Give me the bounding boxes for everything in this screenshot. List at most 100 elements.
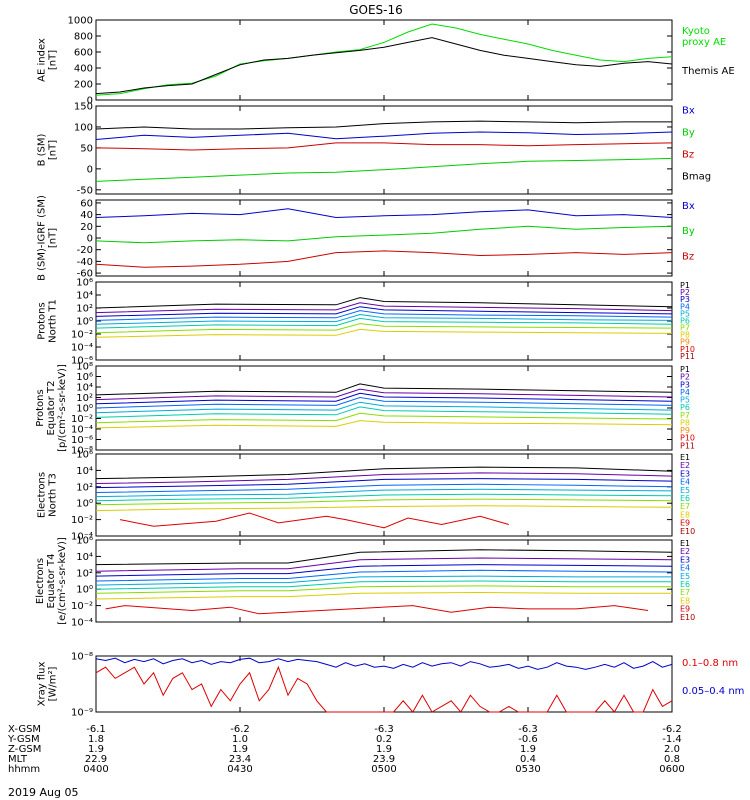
y-axis-label: North T3 xyxy=(48,473,59,517)
series-line-e4 xyxy=(95,569,673,582)
legend-entry: Bz xyxy=(682,150,694,161)
y-tick-label: 10⁻⁸ xyxy=(71,446,93,457)
y-axis-label: AE index xyxy=(37,38,48,82)
legend-entry: E9 xyxy=(680,519,690,528)
y-axis-label: [nT] xyxy=(48,228,59,248)
x-row-value: 0500 xyxy=(371,764,396,775)
y-axis-label: Equator T4 xyxy=(46,554,57,609)
x-row-label: Y-GSM xyxy=(7,734,40,745)
legend-entry: Bmag xyxy=(682,172,711,183)
x-row-value: 2.0 xyxy=(664,744,680,755)
series-line-e1 xyxy=(95,549,673,566)
series-line-p6 xyxy=(95,317,673,329)
legend-entry: P11 xyxy=(680,352,695,361)
y-tick-label: 800 xyxy=(74,32,93,43)
y-tick-label: 10⁴ xyxy=(76,552,93,563)
y-tick-label: 10⁻⁶ xyxy=(71,356,93,367)
y-tick-label: 0 xyxy=(87,234,93,245)
y-tick-label: 10⁻⁹ xyxy=(71,708,93,719)
y-axis-label: [W/m²] xyxy=(48,666,59,701)
x-row-value: -0.6 xyxy=(518,734,538,745)
x-row-label: MLT xyxy=(8,754,28,765)
series-line-e8 xyxy=(95,505,673,512)
series-line-e9 xyxy=(119,512,509,529)
x-row-value: 23.9 xyxy=(373,754,395,765)
y-axis-label: [nT] xyxy=(48,140,59,160)
x-row-value: -6.3 xyxy=(374,724,394,735)
series-line-e7 xyxy=(95,498,673,506)
y-axis-label: B (SM)-IGRF (SM) xyxy=(37,195,48,281)
x-row-value: 0530 xyxy=(515,764,540,775)
y-tick-label: 10⁴ xyxy=(76,383,93,394)
y-tick-label: 10⁻² xyxy=(71,601,93,612)
y-tick-label: 40 xyxy=(80,210,93,221)
x-axis-labels: X-GSM -6.1 -6.2 -6.3 -6.3 -6.2 Y-GSM 1.8 1.0 0.2 -… xyxy=(7,724,685,775)
y-axis-label: Electrons xyxy=(35,558,46,604)
series-line-e7 xyxy=(95,585,672,594)
panel-bsm: 150 100 50 0 -50 B (SM) [nT] Bx By Bz Bmag xyxy=(37,102,712,197)
panel-ae: 1000 800 600 400 200 0 AE index [nT] Kyotoproxy … xyxy=(37,16,735,107)
legend-entry: P7 xyxy=(680,411,690,420)
series-line-p3 xyxy=(95,392,673,405)
y-tick-label: 10⁻⁴ xyxy=(71,425,93,436)
legend-entry: E1 xyxy=(680,539,690,548)
y-tick-label: 10⁻² xyxy=(71,515,93,526)
y-axis-label: Electrons xyxy=(37,472,48,518)
legend-entry: Bz xyxy=(682,252,694,263)
legend-entry: By xyxy=(682,128,695,139)
series-line-e5 xyxy=(95,575,672,586)
legend-entry: P2 xyxy=(680,288,690,297)
y-tick-label: 10⁻⁴ xyxy=(71,532,93,543)
legend-entry: P5 xyxy=(680,309,690,318)
y-tick-label: 10² xyxy=(76,393,93,404)
legend-entry: E4 xyxy=(680,564,690,573)
series-line-themis-ae xyxy=(95,37,673,95)
legend-entry: E4 xyxy=(680,478,690,487)
legend-entry: E9 xyxy=(680,605,690,614)
series-line-e1 xyxy=(95,466,673,480)
y-tick-label: 200 xyxy=(74,80,93,91)
series-line-e2 xyxy=(95,472,673,484)
y-tick-label: 0 xyxy=(87,164,93,175)
series-line-e6 xyxy=(95,493,673,502)
x-row-value: 0.8 xyxy=(664,754,680,765)
series-line-by xyxy=(95,225,673,244)
y-tick-label: 10⁸ xyxy=(76,362,93,373)
x-row-value: 1.9 xyxy=(376,744,392,755)
panel-xray: 10⁻⁸ 10⁻⁹ Xray flux [W/m²] 0.1–0.8 nm 0.05–0.… xyxy=(37,652,745,719)
y-tick-label: 10⁻⁶ xyxy=(71,435,93,446)
x-row-value: 23.4 xyxy=(229,754,251,765)
y-tick-label: 10⁰ xyxy=(76,499,93,510)
series-line-p5 xyxy=(95,313,673,325)
series-line-bz xyxy=(95,250,673,268)
legend-entry: E8 xyxy=(680,596,690,605)
legend-entry: P11 xyxy=(680,441,695,450)
legend-entry: P4 xyxy=(680,388,690,397)
x-row-value: 0400 xyxy=(83,764,108,775)
legend-entry: E2 xyxy=(680,547,690,556)
legend-entry: By xyxy=(682,226,695,237)
legend-entry: E5 xyxy=(680,572,690,581)
series-line-e4 xyxy=(95,483,673,493)
y-tick-label: 100 xyxy=(74,122,93,133)
y-axis-label: Protons xyxy=(37,302,48,339)
legend-entry: P1 xyxy=(680,281,690,290)
y-tick-label: 10⁴ xyxy=(76,466,93,477)
x-row-value: -1.4 xyxy=(662,734,682,745)
x-row-value: 1.9 xyxy=(520,744,536,755)
y-tick-label: 50 xyxy=(80,143,93,154)
legend-entry: P4 xyxy=(680,302,690,311)
series-line-e3 xyxy=(95,478,673,489)
y-tick-label: 400 xyxy=(74,64,93,75)
x-row-value: -6.1 xyxy=(86,724,106,735)
legend-entry: E3 xyxy=(680,555,690,564)
y-tick-label: 150 xyxy=(74,102,93,113)
x-row-value: 0.4 xyxy=(520,754,536,765)
y-tick-label: 20 xyxy=(80,222,93,233)
y-axis-label: B (SM) xyxy=(37,133,48,166)
y-tick-label: 0 xyxy=(87,96,93,107)
plot-title: GOES-16 xyxy=(349,3,403,17)
series-line-p1 xyxy=(95,297,673,309)
